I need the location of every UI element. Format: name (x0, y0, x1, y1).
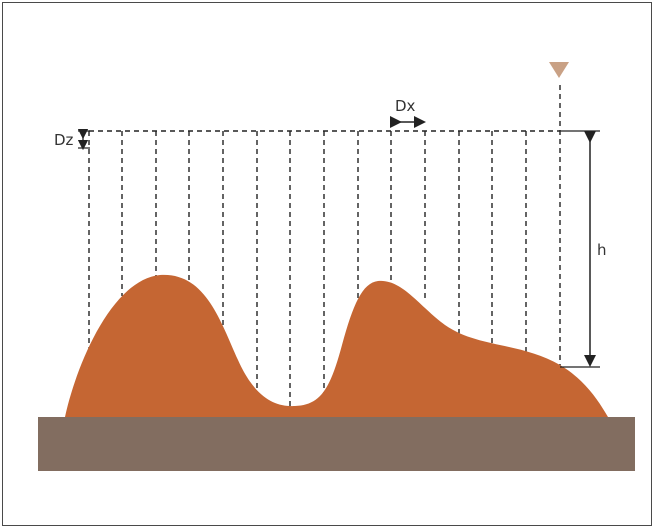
h-label: h (597, 241, 607, 259)
dz-label: Dz (54, 131, 74, 149)
base-ground (38, 417, 635, 471)
terrain-profile (65, 274, 608, 417)
dx-label: Dx (395, 97, 416, 115)
inverted-triangle-marker-icon (549, 62, 569, 78)
scan-lines (88, 85, 561, 406)
